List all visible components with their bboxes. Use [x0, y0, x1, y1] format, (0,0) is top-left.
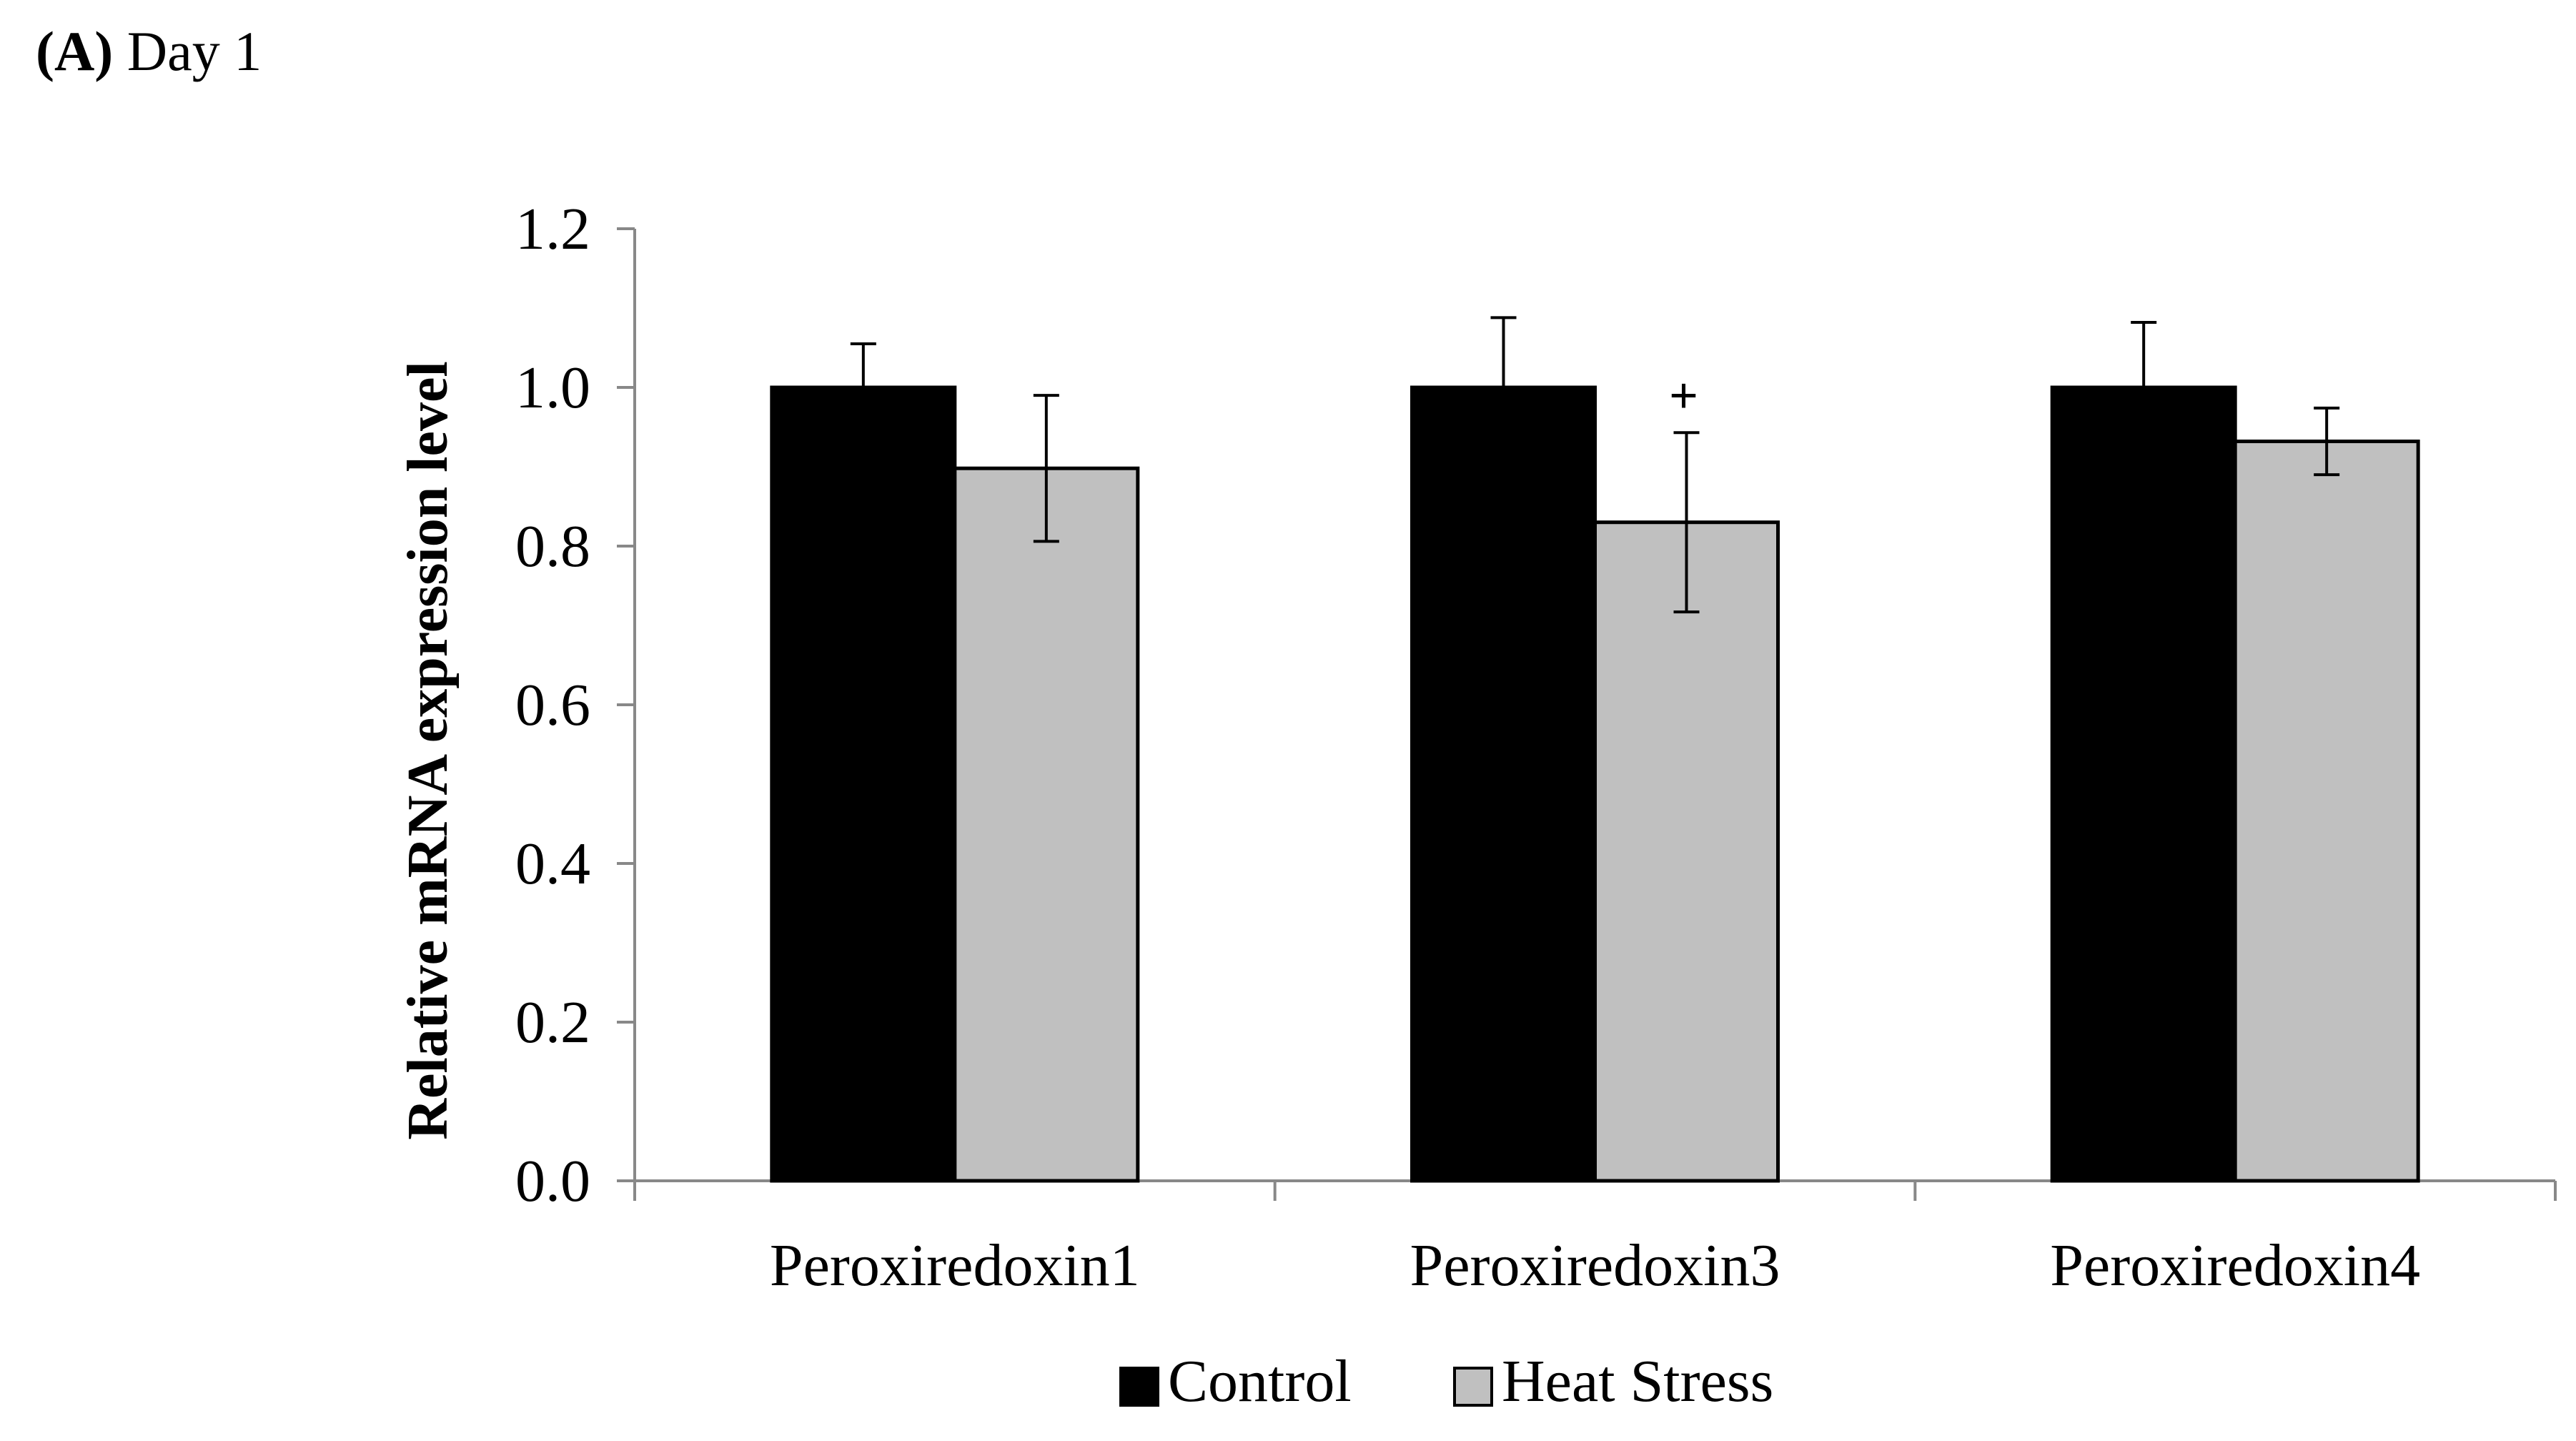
bar-heat-stress [953, 466, 1140, 1183]
legend: Control Heat Stress [1119, 1348, 1773, 1415]
bar-control [770, 385, 957, 1183]
y-axis: 0.0 0.2 0.4 0.6 0.8 1.0 1.2 [515, 196, 636, 1214]
bar-control [1410, 385, 1597, 1183]
x-tick-label: Peroxiredoxin4 [2050, 1232, 2420, 1299]
x-tick-label: Peroxiredoxin3 [1410, 1232, 1780, 1299]
legend-swatch-heat-stress [1453, 1367, 1493, 1407]
y-tick-label: 0.4 [515, 831, 590, 897]
y-tick-label: 0.2 [515, 989, 590, 1056]
legend-label: Control [1168, 1348, 1352, 1415]
panel-letter: (A) [36, 20, 114, 82]
bar-heat-stress [1593, 520, 1780, 1183]
legend-swatch-control [1119, 1367, 1159, 1407]
bar-heat-stress [2233, 439, 2420, 1183]
panel-label: (A) Day 1 [36, 16, 262, 87]
x-axis: Peroxiredoxin1 Peroxiredoxin3 Peroxiredoxi… [633, 1179, 2557, 1299]
bar-control [2050, 385, 2237, 1183]
error-bars [850, 316, 2340, 614]
x-tick-label: Peroxiredoxin1 [770, 1232, 1140, 1299]
panel-title: Day 1 [127, 20, 262, 82]
y-tick-label: 0.0 [515, 1148, 590, 1214]
y-tick-label: 1.0 [515, 355, 590, 421]
y-tick-label: 1.2 [515, 196, 590, 262]
annotations: + [1669, 367, 1698, 424]
significance-marker: + [1669, 367, 1698, 424]
legend-label: Heat Stress [1502, 1348, 1773, 1415]
bars [770, 385, 2420, 1183]
y-tick-label: 0.6 [515, 672, 590, 738]
y-tick-label: 0.8 [515, 513, 590, 580]
y-axis-title: Relative mRNA expression level [397, 361, 460, 1139]
